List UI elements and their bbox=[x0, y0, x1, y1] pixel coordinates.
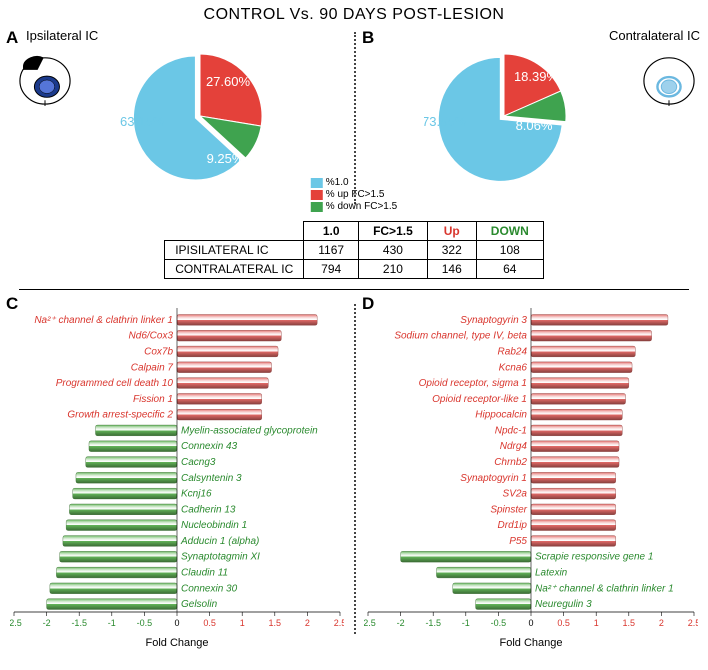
svg-text:Adducin 1 (alpha): Adducin 1 (alpha) bbox=[180, 536, 259, 547]
svg-text:1.5: 1.5 bbox=[623, 618, 636, 628]
chart-c: -2.5 -2 -1.5 -1 -0.5 0 0.5 1 1.5 2 2.5 Na²⁺ channe… bbox=[10, 294, 344, 634]
svg-text:-2.5: -2.5 bbox=[364, 618, 376, 628]
svg-text:Nd6/Cox3: Nd6/Cox3 bbox=[129, 331, 174, 342]
svg-text:Kcna6: Kcna6 bbox=[499, 362, 528, 373]
svg-text:Scrapie responsive gene 1: Scrapie responsive gene 1 bbox=[535, 552, 653, 563]
svg-text:0.5: 0.5 bbox=[203, 618, 216, 628]
brain-icon-contralateral bbox=[640, 52, 698, 106]
panel-d: D -2.5 -2 -1.5 -1 -0.5 0 0.5 1 1.5 2 2.5 Synaptogy… bbox=[354, 294, 708, 654]
panel-c: C -2.5 -2 -1.5 -1 -0.5 0 0.5 1 1.5 2 2.5 Na²⁺ chan… bbox=[0, 294, 354, 654]
svg-text:Na²⁺ channel & clathrin linker: Na²⁺ channel & clathrin linker 1 bbox=[535, 583, 674, 594]
svg-text:Claudin 11: Claudin 11 bbox=[181, 568, 228, 579]
svg-text:Growth arrest-specific 2: Growth arrest-specific 2 bbox=[67, 410, 173, 421]
svg-text:Programmed cell death 10: Programmed cell death 10 bbox=[56, 378, 174, 389]
chart-d-xlabel: Fold Change bbox=[364, 637, 698, 649]
svg-text:18.39%: 18.39% bbox=[514, 69, 559, 84]
svg-text:1: 1 bbox=[594, 618, 599, 628]
panel-a: A Ipsilateral IC 27.60% 9.25% 63.15% bbox=[0, 24, 354, 209]
svg-text:Opioid receptor, sigma 1: Opioid receptor, sigma 1 bbox=[419, 378, 527, 389]
svg-text:Myelin-associated glycoprotein: Myelin-associated glycoprotein bbox=[181, 425, 318, 436]
svg-text:1.5: 1.5 bbox=[269, 618, 282, 628]
svg-text:Spinster: Spinster bbox=[490, 504, 527, 515]
panel-a-subtitle: Ipsilateral IC bbox=[26, 28, 98, 43]
svg-text:2.5: 2.5 bbox=[688, 618, 698, 628]
svg-text:2.5: 2.5 bbox=[334, 618, 344, 628]
panel-b-letter: B bbox=[362, 28, 374, 48]
svg-text:P55: P55 bbox=[509, 536, 527, 547]
svg-text:Na²⁺ channel & clathrin linker: Na²⁺ channel & clathrin linker 1 bbox=[34, 315, 173, 326]
brain-icon-ipsilateral bbox=[16, 52, 74, 106]
bottom-panels: C -2.5 -2 -1.5 -1 -0.5 0 0.5 1 1.5 2 2.5 Na²⁺ chan… bbox=[0, 294, 708, 654]
chart-c-xlabel: Fold Change bbox=[10, 637, 344, 649]
svg-text:Rab24: Rab24 bbox=[498, 346, 528, 357]
svg-text:-1.5: -1.5 bbox=[71, 618, 87, 628]
pie-a: 27.60% 9.25% 63.15% bbox=[120, 36, 280, 196]
svg-text:-2: -2 bbox=[397, 618, 405, 628]
svg-text:73.55%: 73.55% bbox=[424, 114, 467, 129]
svg-text:Chrnb2: Chrnb2 bbox=[494, 457, 527, 468]
svg-text:Nucleobindin 1: Nucleobindin 1 bbox=[181, 520, 247, 531]
svg-text:Hippocalcin: Hippocalcin bbox=[475, 410, 527, 421]
panel-d-letter: D bbox=[362, 294, 374, 314]
svg-text:-1: -1 bbox=[462, 618, 470, 628]
svg-text:SV2a: SV2a bbox=[503, 489, 528, 500]
svg-text:-2: -2 bbox=[43, 618, 51, 628]
data-table: 1.0FC>1.5UpDOWNIPISILATERAL IC1167430322… bbox=[164, 221, 544, 279]
svg-text:Drd1ip: Drd1ip bbox=[498, 520, 528, 531]
svg-text:Ndrg4: Ndrg4 bbox=[500, 441, 528, 452]
panel-b: B Contralateral IC 18.39% 8.06% 73.55% bbox=[354, 24, 708, 209]
pie-legend: %1.0% up FC>1.5% down FC>1.5 bbox=[311, 177, 397, 213]
legend-item: % up FC>1.5 bbox=[311, 189, 397, 201]
svg-text:-1.5: -1.5 bbox=[425, 618, 441, 628]
panel-b-subtitle: Contralateral IC bbox=[609, 28, 700, 43]
svg-text:0: 0 bbox=[174, 618, 179, 628]
svg-text:Cadherin 13: Cadherin 13 bbox=[181, 504, 236, 515]
svg-text:Connexin 30: Connexin 30 bbox=[181, 583, 238, 594]
main-title: CONTROL Vs. 90 DAYS POST-LESION bbox=[0, 0, 708, 24]
svg-text:Synaptotagmin XI: Synaptotagmin XI bbox=[181, 552, 260, 563]
svg-text:Cox7b: Cox7b bbox=[144, 346, 173, 357]
panel-c-letter: C bbox=[6, 294, 18, 314]
svg-text:Cacng3: Cacng3 bbox=[181, 457, 216, 468]
svg-text:Connexin 43: Connexin 43 bbox=[181, 441, 238, 452]
section-divider bbox=[19, 289, 689, 290]
svg-text:0: 0 bbox=[528, 618, 533, 628]
pie-b: 18.39% 8.06% 73.55% bbox=[424, 36, 584, 196]
svg-text:Calpain 7: Calpain 7 bbox=[131, 362, 174, 373]
svg-text:1: 1 bbox=[240, 618, 245, 628]
svg-text:Npdc-1: Npdc-1 bbox=[495, 425, 527, 436]
panel-a-letter: A bbox=[6, 28, 18, 48]
svg-text:Calsyntenin 3: Calsyntenin 3 bbox=[181, 473, 242, 484]
svg-text:2: 2 bbox=[305, 618, 310, 628]
svg-text:Sodium channel, type IV, beta: Sodium channel, type IV, beta bbox=[394, 331, 527, 342]
svg-text:0.5: 0.5 bbox=[557, 618, 570, 628]
svg-text:63.15%: 63.15% bbox=[120, 114, 165, 129]
legend-item: % down FC>1.5 bbox=[311, 201, 397, 213]
chart-d: -2.5 -2 -1.5 -1 -0.5 0 0.5 1 1.5 2 2.5 Synaptogyri… bbox=[364, 294, 698, 634]
svg-text:-1: -1 bbox=[108, 618, 116, 628]
legend-item: %1.0 bbox=[311, 177, 397, 189]
svg-text:-0.5: -0.5 bbox=[137, 618, 153, 628]
svg-text:Synaptogyrin 1: Synaptogyrin 1 bbox=[460, 473, 527, 484]
svg-text:Gelsolin: Gelsolin bbox=[181, 599, 218, 610]
svg-text:8.06%: 8.06% bbox=[516, 118, 553, 133]
svg-text:Latexin: Latexin bbox=[535, 568, 568, 579]
svg-text:-2.5: -2.5 bbox=[10, 618, 22, 628]
svg-text:9.25%: 9.25% bbox=[207, 151, 244, 166]
top-panels: A Ipsilateral IC 27.60% 9.25% 63.15% B Con… bbox=[0, 24, 708, 209]
svg-text:Kcnj16: Kcnj16 bbox=[181, 489, 212, 500]
svg-text:2: 2 bbox=[659, 618, 664, 628]
svg-text:Fission 1: Fission 1 bbox=[133, 394, 173, 405]
svg-text:Synaptogyrin 3: Synaptogyrin 3 bbox=[460, 315, 527, 326]
svg-text:-0.5: -0.5 bbox=[491, 618, 507, 628]
svg-text:Neuregulin 3: Neuregulin 3 bbox=[535, 599, 592, 610]
svg-text:Opioid receptor-like 1: Opioid receptor-like 1 bbox=[432, 394, 527, 405]
svg-text:27.60%: 27.60% bbox=[206, 74, 251, 89]
